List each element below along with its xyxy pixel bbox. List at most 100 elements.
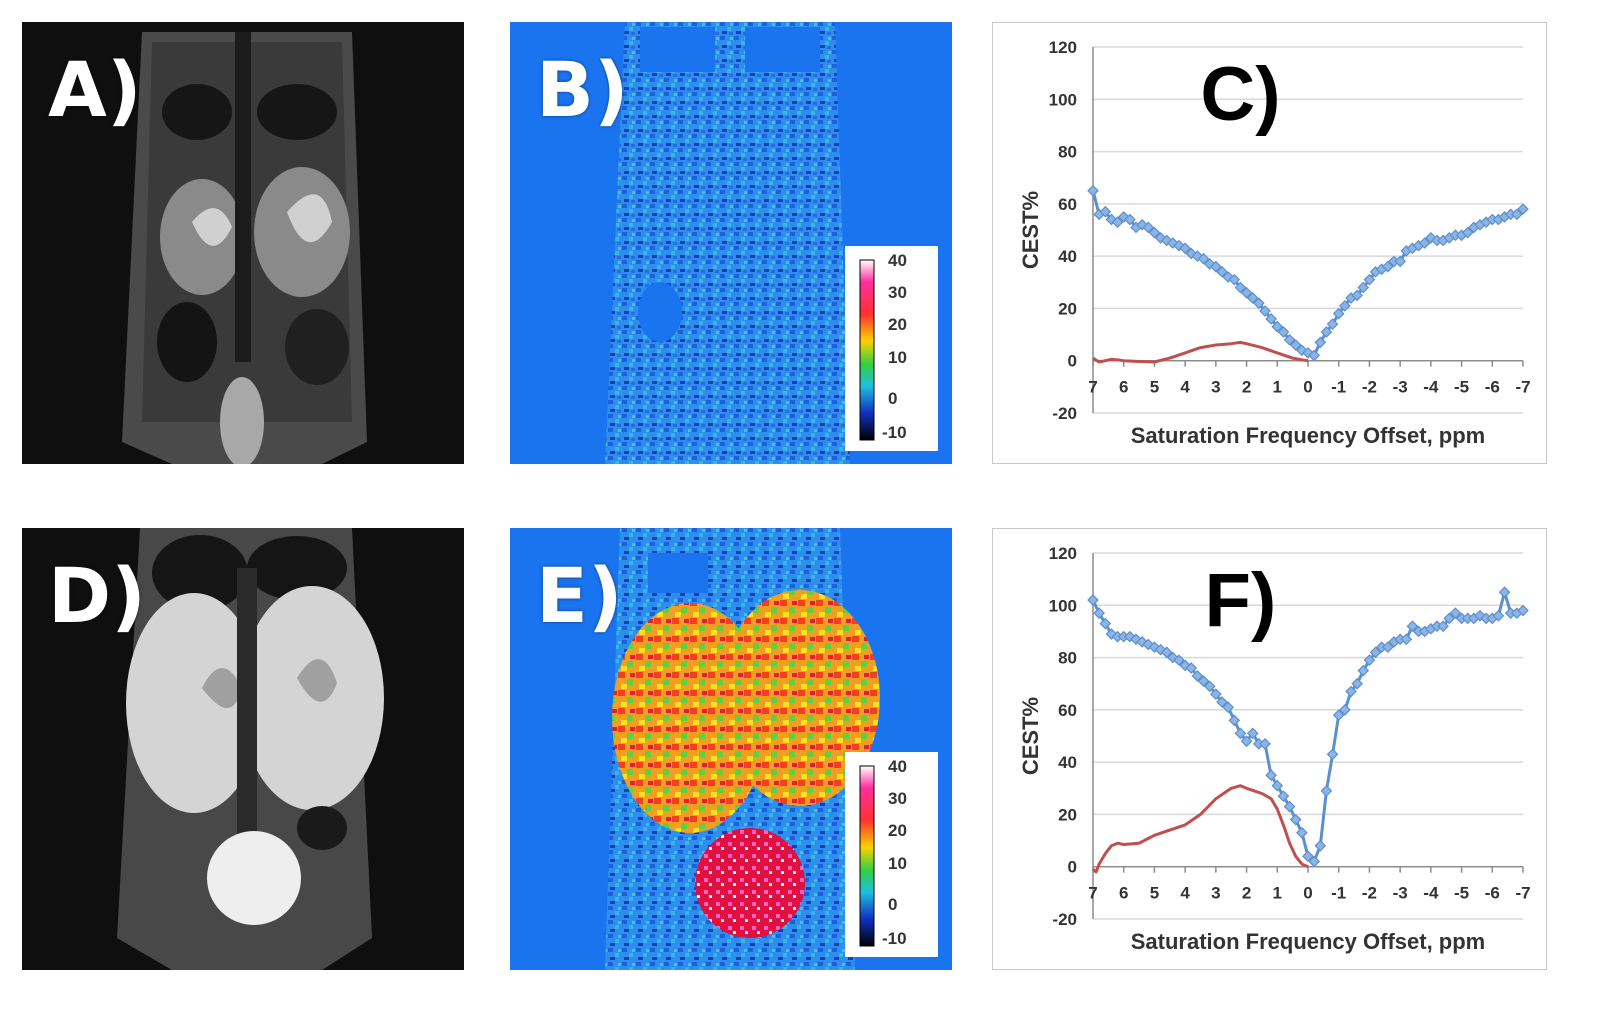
panel-f-chart: -20 0 20 40 60 80 100 120 7 6 5 4 3 2 1 0 -1 -2 -3 -4 -5 -6 -7… <box>992 528 1547 970</box>
data-point <box>1308 855 1320 868</box>
data-point <box>1148 226 1161 239</box>
x-tick-label: -6 <box>1485 884 1500 903</box>
data-point <box>1234 281 1247 294</box>
y-axis-title: CEST% <box>1018 191 1043 269</box>
x-tick-label: -6 <box>1485 378 1500 397</box>
x-tick-label: -5 <box>1454 884 1469 903</box>
panel-b-cest-map: 40 30 20 10 0 -10 B) <box>510 22 952 464</box>
x-tick-label: -2 <box>1362 884 1377 903</box>
panel-label-b: B) <box>536 45 629 134</box>
data-point <box>1498 586 1511 599</box>
x-tick-label: 2 <box>1242 884 1251 903</box>
colorbar-e-tick: 10 <box>888 854 907 873</box>
data-point <box>1216 265 1228 278</box>
data-point <box>1517 203 1529 215</box>
data-point <box>1246 727 1259 740</box>
data-point <box>1191 670 1204 682</box>
data-point <box>1345 685 1357 698</box>
x-tick-label: 6 <box>1119 378 1128 397</box>
data-point <box>1197 252 1210 265</box>
data-point <box>1271 320 1284 333</box>
data-point <box>1259 305 1271 317</box>
colorbar-e-tick: -10 <box>882 929 907 948</box>
x-tick-label: 3 <box>1211 884 1220 903</box>
y-tick-label: 60 <box>1058 701 1077 720</box>
data-point <box>1099 205 1112 218</box>
x-tick-label: 4 <box>1180 378 1190 397</box>
data-point <box>1210 688 1222 701</box>
x-tick-label: 5 <box>1150 378 1159 397</box>
x-tick-label: -3 <box>1393 378 1408 397</box>
data-point <box>1203 680 1216 693</box>
colorbar-b <box>859 259 875 441</box>
y-tick-label: 120 <box>1049 38 1077 57</box>
panel-label-a: A) <box>48 45 142 134</box>
x-tick-label: 4 <box>1180 884 1190 903</box>
x-tick-label: 1 <box>1273 378 1282 397</box>
data-point <box>1418 237 1431 249</box>
data-point <box>1228 714 1241 727</box>
data-point <box>1283 333 1296 346</box>
y-tick-label: 20 <box>1058 805 1077 824</box>
x-tick-label: -7 <box>1515 884 1530 903</box>
colorbar-b-tick: 0 <box>888 389 897 408</box>
data-point <box>1351 289 1363 302</box>
data-point <box>1308 349 1320 362</box>
data-point <box>1240 286 1253 299</box>
x-tick-label: -1 <box>1331 378 1346 397</box>
x-axis-title: Saturation Frequency Offset, ppm <box>1131 929 1486 954</box>
data-point <box>1234 727 1247 740</box>
data-point <box>1253 297 1265 310</box>
data-point <box>1271 779 1284 792</box>
colorbar-e-tick: 0 <box>888 895 897 914</box>
x-tick-label: 7 <box>1088 378 1097 397</box>
panel-c-chart: -20 0 20 40 60 80 100 120 7 6 5 4 3 2 1 0 -1 -2 -3 -4 -5 -6 -7… <box>992 22 1547 464</box>
chart-title: F) <box>1205 558 1277 643</box>
y-tick-label: 100 <box>1049 596 1077 615</box>
data-point <box>1216 696 1228 708</box>
data-point <box>1160 646 1173 659</box>
data-point <box>1339 299 1351 312</box>
data-point <box>1197 675 1210 687</box>
data-point <box>1517 604 1529 617</box>
data-point <box>1443 612 1456 625</box>
data-point <box>1142 221 1155 234</box>
y-tick-label: 40 <box>1058 247 1077 266</box>
y-tick-label: 0 <box>1068 858 1077 877</box>
data-point <box>1289 813 1302 826</box>
x-tick-label: 3 <box>1211 378 1220 397</box>
data-point <box>1437 620 1449 633</box>
mri-image-d <box>22 528 464 970</box>
data-point <box>1087 184 1099 197</box>
data-point <box>1179 242 1191 255</box>
data-point <box>1173 654 1185 667</box>
data-point <box>1283 800 1296 813</box>
cest-map-b: 40 30 20 10 0 -10 <box>510 22 952 464</box>
data-point <box>1320 326 1333 338</box>
y-tick-label: 0 <box>1068 352 1077 371</box>
data-point <box>1087 594 1099 606</box>
data-point <box>1461 226 1474 239</box>
x-tick-label: -7 <box>1515 378 1530 397</box>
series-line-red <box>1092 784 1309 874</box>
panel-e-cest-map: 40 30 20 10 0 -10 E) <box>510 528 952 970</box>
x-tick-label: 2 <box>1242 378 1251 397</box>
data-point <box>1265 769 1277 782</box>
data-point <box>1246 292 1259 304</box>
y-tick-label: 20 <box>1058 299 1077 318</box>
y-tick-label: 120 <box>1049 544 1077 563</box>
x-tick-label: -5 <box>1454 378 1469 397</box>
data-point <box>1400 633 1413 646</box>
data-point <box>1210 260 1222 273</box>
colorbar-b-tick: 40 <box>888 251 907 270</box>
data-point <box>1314 336 1327 349</box>
colorbar-e-tick: 30 <box>888 789 907 808</box>
x-tick-label: 1 <box>1273 884 1282 903</box>
data-point <box>1320 785 1333 797</box>
panel-label-e: E) <box>536 551 623 640</box>
data-point <box>1369 646 1382 659</box>
panel-a-mri-image: A) <box>22 22 464 464</box>
panel-d-mri-image: D) <box>22 528 464 970</box>
data-point <box>1277 790 1290 802</box>
data-point <box>1351 677 1363 690</box>
